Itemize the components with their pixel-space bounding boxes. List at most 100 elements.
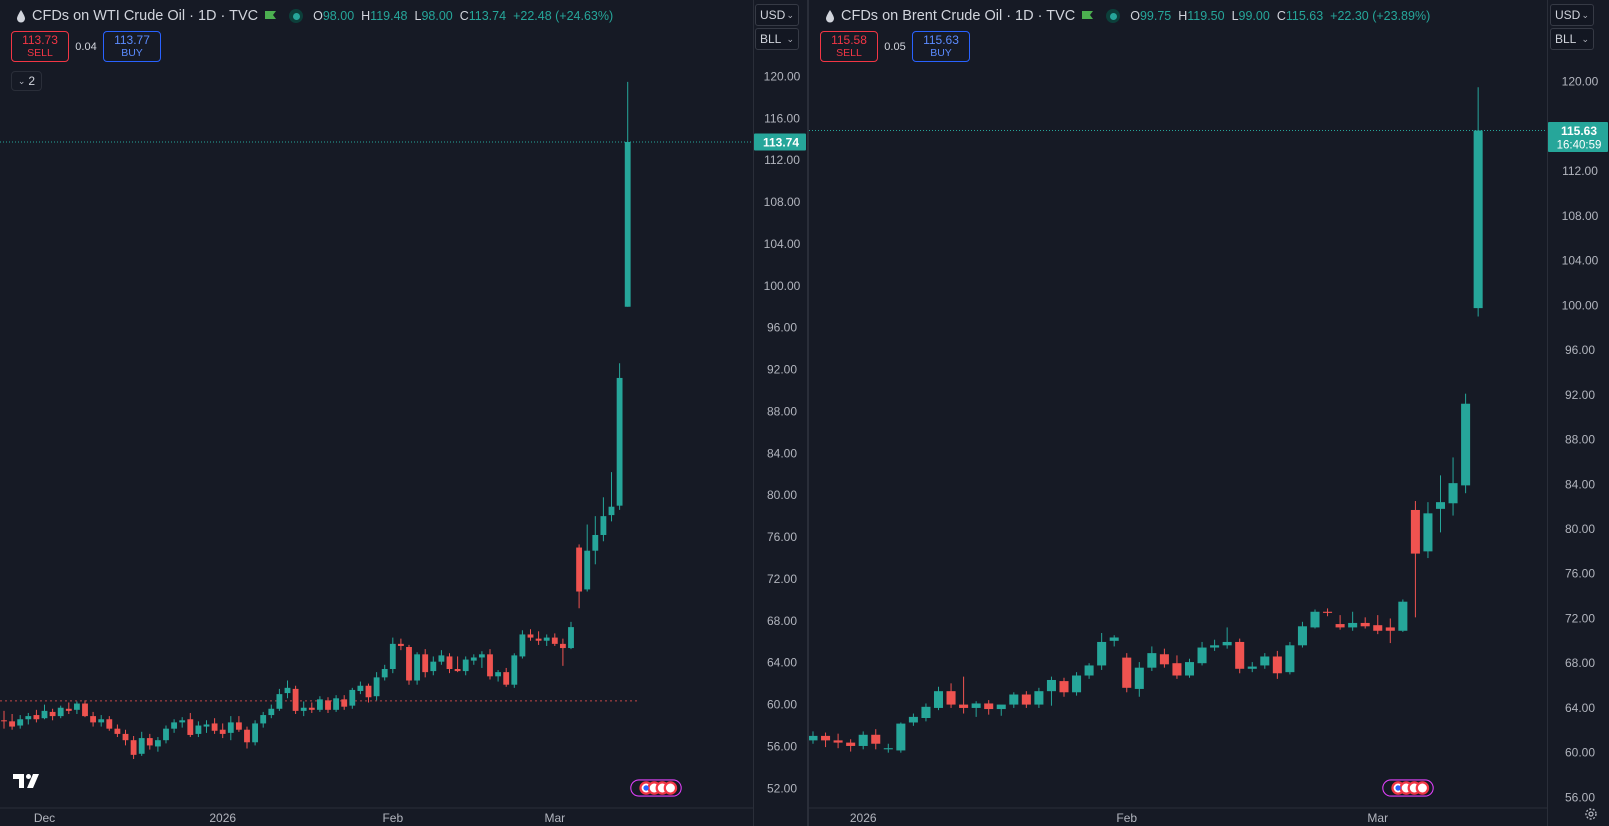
candle[interactable] <box>1360 617 1370 629</box>
sell-button[interactable]: 115.58 SELL <box>820 31 878 62</box>
candle[interactable] <box>187 712 194 738</box>
symbol-legend[interactable]: CFDs on WTI Crude Oil · 1D · TVC O98.00 … <box>16 6 613 26</box>
candle[interactable] <box>1235 638 1245 674</box>
candle[interactable] <box>1021 691 1031 708</box>
candle[interactable] <box>219 723 226 739</box>
candle[interactable] <box>809 731 818 744</box>
candle[interactable] <box>154 737 161 752</box>
candle[interactable] <box>268 704 275 719</box>
candle[interactable] <box>41 704 48 720</box>
candle[interactable] <box>252 720 259 746</box>
candle[interactable] <box>300 701 307 717</box>
candle[interactable] <box>260 711 267 728</box>
candle[interactable] <box>284 680 291 699</box>
candle[interactable] <box>406 644 412 685</box>
economic-events-icon[interactable] <box>627 779 685 797</box>
candle[interactable] <box>908 713 918 726</box>
candle[interactable] <box>487 649 493 680</box>
candle[interactable] <box>896 722 906 753</box>
currency-select[interactable]: USD ⌄ <box>1550 4 1594 26</box>
candle[interactable] <box>1122 653 1132 693</box>
candle[interactable] <box>519 630 526 659</box>
candle[interactable] <box>1473 87 1483 317</box>
buy-button[interactable]: 115.63 BUY <box>912 31 970 62</box>
candle[interactable] <box>1272 650 1282 679</box>
candle[interactable] <box>624 81 631 307</box>
candle[interactable] <box>883 743 893 753</box>
candle[interactable] <box>1 710 7 729</box>
candle[interactable] <box>1448 457 1458 516</box>
candle[interactable] <box>511 653 518 688</box>
candle[interactable] <box>478 651 485 668</box>
candle[interactable] <box>1260 653 1270 669</box>
candle[interactable] <box>211 718 218 734</box>
candle[interactable] <box>1323 608 1333 617</box>
candle[interactable] <box>608 472 615 522</box>
candle[interactable] <box>503 667 510 687</box>
sell-button[interactable]: 113.73 SELL <box>11 31 69 62</box>
candle[interactable] <box>1084 663 1094 679</box>
flag-icon[interactable] <box>264 10 277 23</box>
candle[interactable] <box>1009 692 1019 708</box>
candle[interactable] <box>1147 646 1157 672</box>
candle[interactable] <box>1210 639 1220 651</box>
candle[interactable] <box>946 683 956 708</box>
candle[interactable] <box>341 695 348 710</box>
candle[interactable] <box>1348 611 1358 631</box>
candle[interactable] <box>325 697 331 713</box>
candle[interactable] <box>1097 633 1107 670</box>
candle[interactable] <box>98 715 105 727</box>
candle[interactable] <box>871 729 881 750</box>
currency-select[interactable]: USD ⌄ <box>755 4 799 26</box>
candle[interactable] <box>1461 393 1471 494</box>
candle[interactable] <box>846 739 856 752</box>
candle[interactable] <box>454 656 461 673</box>
candle[interactable] <box>244 726 250 749</box>
candle[interactable] <box>1222 627 1232 649</box>
candle[interactable] <box>971 701 981 717</box>
candle[interactable] <box>203 720 210 733</box>
candle[interactable] <box>146 733 153 750</box>
candle[interactable] <box>1385 618 1395 644</box>
candle[interactable] <box>65 702 72 715</box>
candle[interactable] <box>106 716 113 731</box>
candle[interactable] <box>163 725 169 744</box>
candle[interactable] <box>308 702 315 713</box>
unit-select[interactable]: BLL ⌄ <box>755 28 799 50</box>
candle[interactable] <box>559 638 566 666</box>
candle[interactable] <box>195 721 202 738</box>
candle[interactable] <box>235 716 242 732</box>
candle[interactable] <box>551 633 558 646</box>
candle[interactable] <box>1435 475 1446 533</box>
candle[interactable] <box>276 688 283 711</box>
candle[interactable] <box>1285 641 1295 675</box>
candle[interactable] <box>438 650 445 665</box>
candle[interactable] <box>49 708 56 721</box>
candle[interactable] <box>57 705 64 719</box>
candle[interactable] <box>349 687 356 709</box>
candle[interactable] <box>1134 662 1144 697</box>
candle[interactable] <box>568 621 574 650</box>
candle[interactable] <box>858 731 868 750</box>
candle[interactable] <box>17 715 24 729</box>
candle[interactable] <box>446 653 453 674</box>
candle[interactable] <box>73 701 80 715</box>
candle[interactable] <box>462 656 469 676</box>
symbol-title[interactable]: CFDs on Brent Crude Oil · 1D · TVC <box>841 8 1076 24</box>
candle[interactable] <box>381 664 388 681</box>
buy-button[interactable]: 113.77 BUY <box>103 31 161 62</box>
candle[interactable] <box>821 732 831 748</box>
price-chart[interactable]: 56.00 60.00 64.00 68.00 72.00 76.00 80.00 84.00… <box>809 0 1609 826</box>
candle[interactable] <box>1297 621 1307 648</box>
candle[interactable] <box>592 516 599 565</box>
unit-select[interactable]: BLL ⌄ <box>1550 28 1594 50</box>
candle[interactable] <box>292 685 299 715</box>
candle[interactable] <box>90 711 97 727</box>
candle[interactable] <box>138 731 145 756</box>
candle[interactable] <box>543 634 550 646</box>
candle[interactable] <box>616 363 623 510</box>
candle[interactable] <box>1059 677 1069 697</box>
candle[interactable] <box>357 681 364 695</box>
candle[interactable] <box>9 714 16 730</box>
candle[interactable] <box>584 524 591 592</box>
